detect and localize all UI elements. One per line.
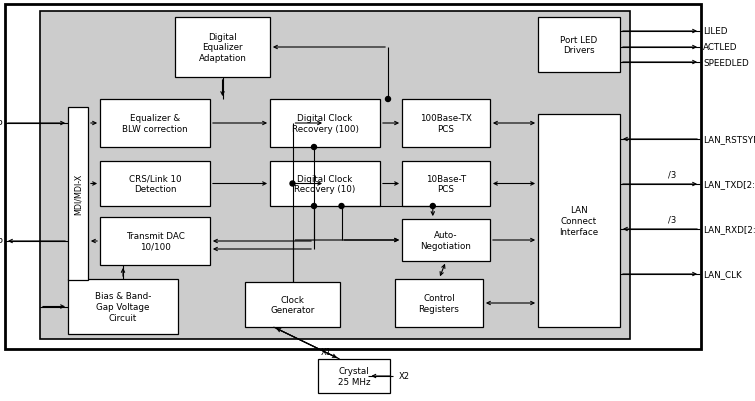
Bar [100, 217, 210, 265]
Circle shape [290, 182, 295, 186]
Text: RDN/RDP: RDN/RDP [0, 119, 3, 128]
Bar [270, 162, 380, 207]
Text: Auto-
Negotiation: Auto- Negotiation [421, 231, 471, 250]
Text: LAN
Connect
Interface: LAN Connect Interface [559, 206, 599, 236]
Bar [5, 5, 701, 349]
Text: /3: /3 [668, 170, 676, 179]
Text: Transmit DAC
10/100: Transmit DAC 10/100 [125, 231, 184, 251]
Text: Control
Registers: Control Registers [418, 294, 460, 313]
Text: LAN_CLK: LAN_CLK [703, 270, 741, 279]
Text: Digital Clock
Recovery (10): Digital Clock Recovery (10) [294, 174, 356, 194]
Circle shape [312, 204, 316, 209]
Circle shape [312, 145, 316, 150]
Text: CRS/Link 10
Detection: CRS/Link 10 Detection [128, 174, 181, 194]
Text: ACTLED: ACTLED [703, 43, 738, 53]
Bar [68, 108, 88, 280]
Text: 100Base-TX
PCS: 100Base-TX PCS [420, 114, 472, 134]
Text: TDN/ TDP: TDN/ TDP [0, 237, 3, 246]
Text: Digital
Equalizer
Adaptation: Digital Equalizer Adaptation [199, 32, 246, 63]
Bar [68, 279, 178, 334]
Bar [318, 359, 390, 393]
Text: LAN_RXD[2:0]: LAN_RXD[2:0] [703, 225, 755, 234]
Circle shape [430, 204, 436, 209]
Bar [402, 162, 490, 207]
Bar [538, 18, 620, 73]
Bar [270, 100, 380, 148]
Circle shape [339, 204, 344, 209]
Text: X2: X2 [399, 372, 409, 381]
Text: Port LED
Drivers: Port LED Drivers [560, 36, 598, 55]
Text: Clock
Generator: Clock Generator [270, 295, 315, 315]
Bar [402, 219, 490, 261]
Bar [245, 282, 340, 327]
Bar [395, 279, 483, 327]
Bar [100, 162, 210, 207]
Bar [538, 115, 620, 327]
Text: LAN_TXD[2:0]: LAN_TXD[2:0] [703, 180, 755, 189]
Text: Equalizer &
BLW correction: Equalizer & BLW correction [122, 114, 188, 134]
Circle shape [386, 97, 390, 102]
Text: X1: X1 [321, 347, 331, 356]
Text: Bias & Band-
Gap Voltage
Circuit: Bias & Band- Gap Voltage Circuit [95, 292, 151, 322]
Text: Digital Clock
Recovery (100): Digital Clock Recovery (100) [291, 114, 359, 134]
Text: MDI/MDI-X: MDI/MDI-X [73, 174, 82, 215]
Bar [100, 100, 210, 148]
Bar [402, 100, 490, 148]
Bar [175, 18, 270, 78]
Text: SPEEDLED: SPEEDLED [703, 59, 749, 67]
Text: LAN_RSTSYNC: LAN_RSTSYNC [703, 135, 755, 144]
Text: Crystal
25 MHz: Crystal 25 MHz [337, 366, 370, 386]
Bar [40, 12, 630, 339]
Text: /3: /3 [668, 215, 676, 224]
Text: LILED: LILED [703, 27, 728, 36]
Text: 10Base-T
PCS: 10Base-T PCS [426, 174, 466, 194]
